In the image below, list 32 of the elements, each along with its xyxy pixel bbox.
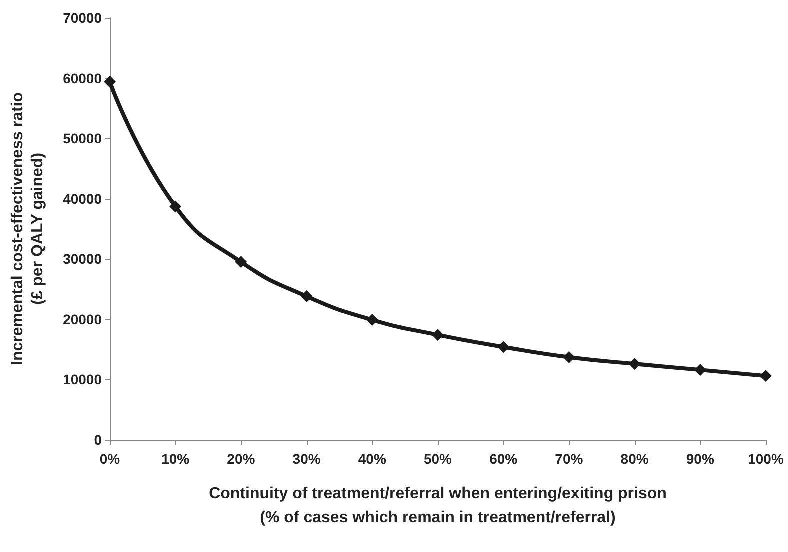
x-tick-label: 70% xyxy=(555,451,584,467)
x-tick-label: 50% xyxy=(424,451,453,467)
y-tick-label: 40000 xyxy=(63,190,102,207)
x-tick-label: 30% xyxy=(292,451,322,467)
y-tick-label: 0 xyxy=(94,432,102,448)
x-tick-label: 10% xyxy=(162,451,190,467)
y-tick-label: 30000 xyxy=(63,251,102,268)
point xyxy=(432,329,444,342)
y-tick-label: 50000 xyxy=(63,130,102,147)
x-axis-title: Continuity of treatment/referral when entering/exiting prison (% of cases which remain in treatment/referral) xyxy=(209,486,667,526)
point xyxy=(104,76,116,88)
y-tick-label: 10000 xyxy=(63,372,102,388)
point xyxy=(235,256,248,268)
point xyxy=(760,370,772,382)
x-tick-label: 40% xyxy=(358,451,387,467)
y-tick-label: 70000 xyxy=(63,10,102,26)
y-tick-label: 20000 xyxy=(63,311,102,328)
y-tick-label: 60000 xyxy=(63,70,102,86)
point xyxy=(498,341,510,354)
x-tick-label: 0% xyxy=(100,451,121,467)
x-tick-label: 60% xyxy=(490,451,518,467)
point xyxy=(628,358,641,370)
point xyxy=(170,200,182,213)
x-tick-label: 20% xyxy=(227,451,256,467)
x-tick-label: 80% xyxy=(620,451,650,467)
x-tick-label: 100% xyxy=(748,451,784,467)
point xyxy=(563,351,576,364)
point xyxy=(366,314,378,326)
x-tick-label: 90% xyxy=(686,451,715,467)
point xyxy=(694,364,706,376)
point xyxy=(300,290,313,303)
y-axis-title: Incremental cost-effectiveness ratio (£ per QALY gained) xyxy=(10,92,46,366)
